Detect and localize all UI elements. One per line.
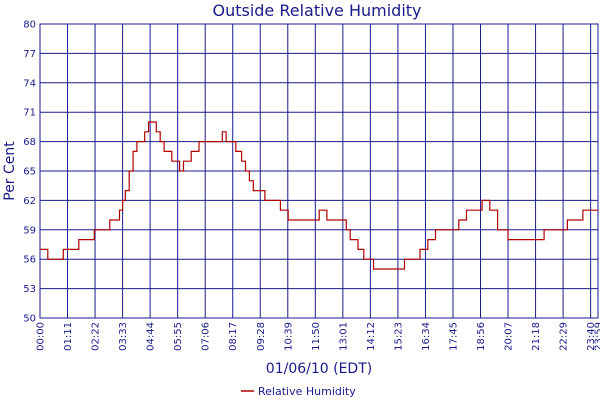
y-tick-label: 53	[23, 284, 36, 295]
x-tick-label: 23:59	[594, 322, 600, 351]
series-line-relative-humidity	[40, 121, 598, 270]
y-tick-label: 65	[23, 167, 36, 178]
x-tick-label: 20:07	[504, 322, 515, 351]
grid-lines	[39, 23, 599, 319]
x-tick-label: 03:33	[118, 322, 129, 351]
y-tick-label: 77	[23, 49, 36, 60]
x-tick-label: 09:28	[256, 322, 267, 351]
x-axis-ticks: 00:00 01:11 02:22 03:33 04:44 05:55 07:06 08:17…	[36, 322, 600, 351]
y-tick-label: 62	[23, 196, 36, 207]
x-tick-label: 23:40	[586, 322, 597, 351]
x-axis-label: 01/06/10 (EDT)	[266, 361, 372, 377]
y-tick-label: 56	[23, 255, 36, 266]
y-axis-label: Per Cent	[2, 141, 18, 201]
x-tick-label: 13:01	[338, 322, 349, 351]
y-tick-label: 50	[23, 314, 36, 325]
y-tick-label: 71	[23, 108, 36, 119]
y-tick-label: 80	[23, 20, 36, 31]
x-tick-label: 01:11	[63, 322, 74, 351]
y-tick-label: 68	[23, 137, 36, 148]
x-tick-label: 18:56	[476, 322, 487, 351]
x-tick-label: 14:12	[366, 322, 377, 351]
legend: Relative Humidity	[241, 385, 356, 398]
y-tick-label: 59	[23, 225, 36, 236]
x-tick-label: 02:22	[91, 322, 102, 351]
x-tick-label: 22:29	[559, 322, 570, 351]
legend-label: Relative Humidity	[258, 385, 356, 398]
plot-area-frame	[39, 23, 599, 319]
y-tick-label: 74	[23, 78, 36, 89]
x-tick-label: 15:23	[393, 322, 404, 351]
y-axis-ticks: 50 53 56 59 62 65 68 71 74 77 80	[23, 20, 36, 325]
x-tick-label: 10:39	[283, 322, 294, 351]
x-tick-label: 00:00	[36, 322, 47, 351]
x-tick-label: 08:17	[228, 322, 239, 351]
x-tick-label: 07:06	[201, 322, 212, 351]
x-tick-label: 04:44	[146, 322, 157, 351]
x-tick-label: 21:18	[531, 322, 542, 351]
x-tick-label: 17:45	[448, 322, 459, 351]
x-tick-label: 11:50	[311, 322, 322, 351]
chart-title: Outside Relative Humidity	[212, 1, 421, 20]
x-tick-label: 05:55	[173, 322, 184, 351]
x-tick-label: 16:34	[421, 322, 432, 351]
